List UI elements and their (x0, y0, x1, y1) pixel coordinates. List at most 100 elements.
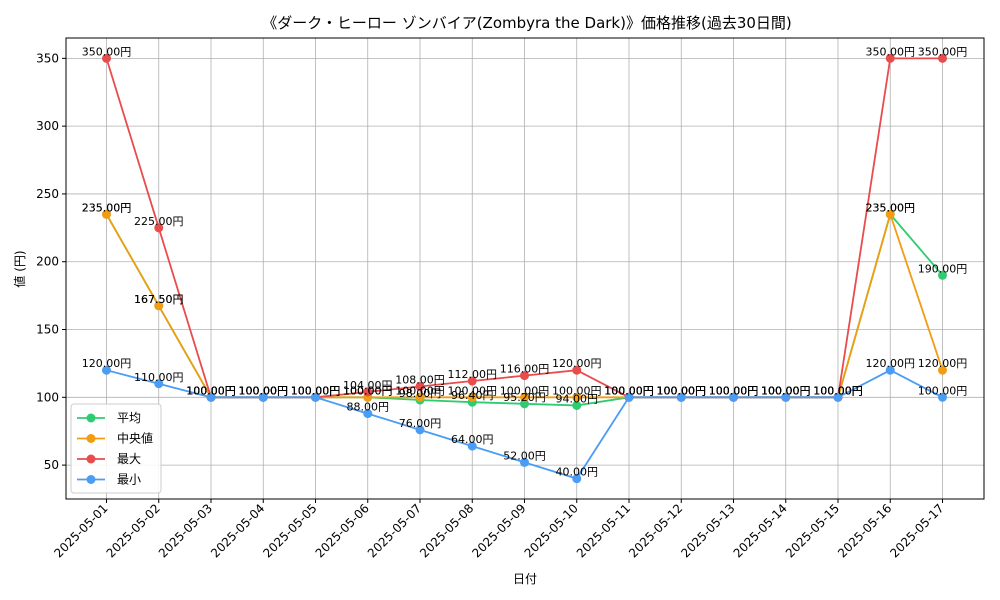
data-label: 96.40円 (451, 389, 494, 402)
data-label: 100.00円 (343, 384, 393, 397)
data-label: 88.00円 (347, 401, 390, 414)
x-tick-label: 2025-05-17 (887, 501, 946, 560)
x-tick-label: 2025-05-12 (626, 501, 685, 560)
data-label: 100.00円 (604, 384, 654, 397)
data-label: 100.00円 (395, 384, 445, 397)
data-label: 100.00円 (709, 384, 759, 397)
data-label: 112.00円 (448, 368, 498, 381)
data-label: 100.00円 (657, 384, 707, 397)
data-label: 100.00円 (657, 384, 707, 397)
data-point (154, 301, 164, 311)
y-tick-label: 250 (36, 187, 59, 201)
data-point (572, 365, 582, 375)
data-point (729, 392, 738, 402)
data-label: 167.50円 (134, 293, 184, 306)
data-label: 104.00円 (343, 379, 393, 392)
data-point (520, 392, 529, 402)
data-label: 110.00円 (134, 371, 184, 384)
data-label: 100.00円 (761, 384, 811, 397)
data-label: 100.00円 (186, 384, 236, 397)
x-tick-label: 2025-05-10 (522, 501, 581, 560)
data-label: 190.00円 (918, 262, 968, 275)
legend-label: 最小 (117, 473, 141, 487)
data-label: 100.00円 (709, 384, 759, 397)
data-label: 167.50円 (134, 293, 184, 306)
data-point (572, 392, 582, 402)
data-label: 100.00円 (813, 384, 863, 397)
data-label: 116.00円 (500, 363, 550, 376)
x-tick-label: 2025-05-03 (156, 501, 215, 560)
data-point (624, 392, 634, 402)
data-point (938, 270, 947, 280)
data-point (467, 392, 477, 402)
data-point (154, 223, 164, 233)
data-label: 100.00円 (604, 384, 654, 397)
x-tick-label: 2025-05-08 (417, 501, 476, 560)
data-point (363, 387, 373, 397)
x-tick-label: 2025-05-06 (313, 501, 372, 560)
data-point (467, 441, 477, 451)
data-point (415, 392, 425, 402)
data-point (885, 365, 895, 375)
data-label: 225.00円 (134, 215, 184, 228)
data-label: 94.00円 (556, 392, 599, 405)
data-point (102, 365, 111, 375)
data-label: 120.00円 (82, 357, 132, 370)
x-tick-label: 2025-05-13 (678, 501, 737, 560)
data-label: 100.00円 (813, 384, 863, 397)
data-label: 350.00円 (82, 45, 132, 58)
data-point (258, 392, 268, 402)
x-tick-label: 2025-05-11 (574, 501, 633, 560)
y-tick-label: 300 (36, 119, 59, 133)
data-point (885, 53, 895, 63)
data-point (206, 392, 216, 402)
x-tick-label: 2025-05-02 (104, 501, 163, 560)
data-label: 100.00円 (761, 384, 811, 397)
data-label: 100.00円 (291, 384, 341, 397)
data-label: 350.00円 (918, 45, 968, 58)
data-label: 100.00円 (186, 384, 236, 397)
data-label: 64.00円 (451, 433, 494, 446)
data-point (363, 409, 373, 419)
data-point (572, 474, 582, 484)
x-tick-label: 2025-05-15 (783, 501, 842, 560)
data-label: 120.00円 (918, 357, 968, 370)
data-point (154, 379, 164, 389)
grid-lines (66, 38, 984, 499)
legend-label: 最大 (117, 452, 141, 466)
data-point (520, 457, 529, 467)
data-label: 100.00円 (500, 384, 550, 397)
y-axis-ticks: 50 100 150 200 250 300 350 (36, 51, 66, 472)
x-axis-label: 日付 (513, 572, 537, 586)
legend-marker (86, 413, 96, 423)
data-label: 100.00円 (761, 384, 811, 397)
data-label: 100.00円 (709, 384, 759, 397)
data-label: 100.00円 (657, 384, 707, 397)
data-label: 235.00円 (866, 201, 916, 214)
data-label: 100.00円 (291, 384, 341, 397)
series-points (102, 53, 947, 484)
data-label: 100.00円 (552, 384, 602, 397)
data-label: 40.00円 (556, 466, 599, 479)
data-point (311, 392, 320, 402)
data-point (938, 365, 947, 375)
data-label: 100.00円 (239, 384, 289, 397)
legend-label: 中央値 (117, 431, 153, 446)
data-label: 100.00円 (186, 384, 236, 397)
x-tick-label: 2025-05-16 (835, 501, 894, 560)
legend-label: 平均 (117, 411, 141, 425)
data-label: 100.00円 (813, 384, 863, 397)
data-label: 95.20円 (503, 391, 546, 404)
data-label: 76.00円 (399, 417, 442, 430)
data-label: 52.00円 (503, 449, 546, 462)
y-tick-label: 200 (36, 255, 59, 269)
data-label: 100.00円 (813, 384, 863, 397)
data-label: 100.00円 (657, 384, 707, 397)
data-label: 350.00円 (866, 45, 916, 58)
data-point (885, 209, 895, 219)
data-point (520, 399, 529, 409)
plot-area (65, 37, 985, 500)
data-label: 100.00円 (448, 384, 498, 397)
